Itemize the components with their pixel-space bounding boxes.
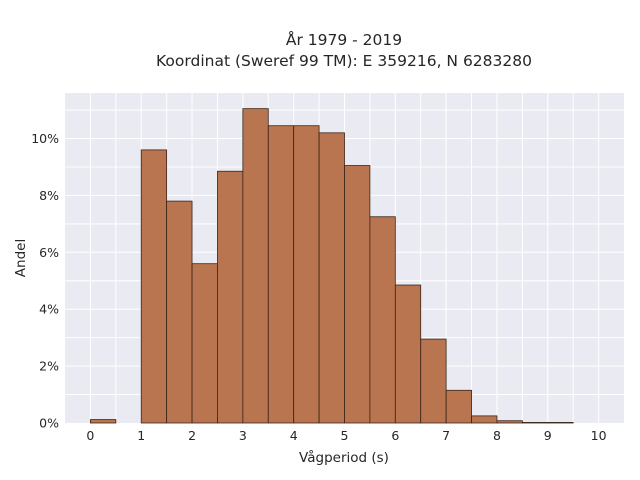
histogram-bar bbox=[547, 422, 574, 424]
y-tick-label: 2% bbox=[39, 359, 59, 374]
x-tick-label: 6 bbox=[391, 428, 399, 443]
histogram-bar bbox=[191, 263, 218, 424]
histogram-bar bbox=[140, 149, 168, 424]
chart-title: År 1979 - 2019 bbox=[286, 30, 402, 49]
histogram-bar bbox=[471, 415, 498, 424]
y-axis-label: Andel bbox=[13, 239, 29, 277]
histogram-bar bbox=[344, 165, 371, 424]
histogram-bar bbox=[496, 420, 523, 424]
y-tick-label: 6% bbox=[39, 245, 59, 260]
chart-subtitle: Koordinat (Sweref 99 TM): E 359216, N 62… bbox=[156, 52, 532, 70]
x-tick-label: 8 bbox=[493, 428, 501, 443]
x-tick-label: 9 bbox=[544, 428, 552, 443]
y-tick-label: 0% bbox=[39, 416, 59, 431]
x-tick-label: 10 bbox=[591, 428, 607, 443]
histogram-bar bbox=[267, 125, 295, 424]
x-tick-label: 7 bbox=[442, 428, 450, 443]
x-axis-label: Vågperiod (s) bbox=[299, 449, 389, 466]
y-tick-label: 8% bbox=[39, 188, 59, 203]
histogram-bar bbox=[293, 125, 320, 424]
x-tick-label: 2 bbox=[188, 428, 196, 443]
y-tick-label: 4% bbox=[39, 302, 59, 317]
x-tick-label: 5 bbox=[341, 428, 349, 443]
x-tick-label: 4 bbox=[290, 428, 298, 443]
histogram-bar bbox=[318, 132, 345, 424]
bars bbox=[90, 108, 574, 424]
histogram-bar bbox=[394, 284, 422, 424]
histogram-bar bbox=[369, 216, 396, 424]
histogram-bar bbox=[217, 170, 244, 424]
histogram-bar bbox=[420, 338, 447, 424]
histogram-bar bbox=[242, 108, 269, 424]
x-axis-ticks: 0 1 2 3 4 5 6 7 8 9 10 bbox=[86, 428, 606, 443]
histogram-bar bbox=[166, 200, 193, 424]
x-tick-label: 0 bbox=[86, 428, 94, 443]
histogram-bar bbox=[90, 419, 117, 424]
y-axis-ticks: 0% 2% 4% 6% 8% 10% bbox=[31, 131, 59, 430]
histogram-bar bbox=[521, 422, 549, 424]
histogram-bar bbox=[445, 389, 472, 424]
x-tick-label: 1 bbox=[137, 428, 145, 443]
x-tick-label: 3 bbox=[239, 428, 247, 443]
y-tick-label: 10% bbox=[31, 131, 59, 146]
